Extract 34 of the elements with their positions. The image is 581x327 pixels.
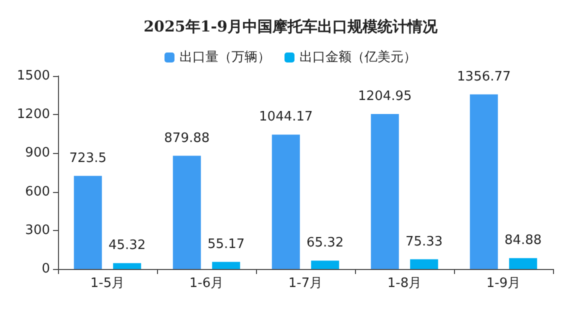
data-label: 723.5 (69, 150, 107, 166)
x-tick-label: 1-6月 (189, 276, 224, 291)
legend-label: 出口量（万辆） (180, 50, 270, 65)
bar (311, 260, 340, 269)
y-tick-label: 900 (25, 146, 50, 161)
bar (410, 259, 438, 269)
x-tick-label: 1-8月 (387, 276, 422, 291)
y-tick-label: 1500 (16, 68, 50, 84)
x-tick-label: 1-9月 (486, 276, 521, 291)
data-label: 879.88 (164, 130, 210, 146)
data-label: 1204.95 (358, 88, 412, 104)
chart-title: 2025年1-9月中国摩托车出口规模统计情况 (144, 18, 438, 36)
bar (74, 176, 102, 269)
y-tick-label: 300 (25, 222, 50, 238)
data-label: 45.32 (108, 238, 146, 254)
bar (272, 134, 300, 269)
bar (212, 262, 240, 269)
data-label: 1356.77 (457, 69, 511, 84)
data-label: 75.33 (405, 234, 443, 250)
data-label: 1044.17 (259, 110, 313, 125)
y-tick-label: 1200 (16, 107, 50, 122)
data-label: 55.17 (207, 236, 245, 252)
bar (172, 156, 201, 269)
data-label: 84.88 (504, 233, 542, 248)
y-tick-label: 600 (25, 184, 50, 200)
bar (113, 263, 142, 269)
bar (370, 114, 399, 269)
x-tick-label: 1-5月 (90, 276, 125, 291)
y-tick-label: 0 (42, 262, 50, 276)
legend-label: 出口金额（亿美元） (300, 49, 416, 65)
bar (509, 258, 538, 269)
bar (470, 94, 498, 269)
data-label: 65.32 (306, 236, 344, 251)
x-tick-label: 1-7月 (288, 276, 323, 291)
